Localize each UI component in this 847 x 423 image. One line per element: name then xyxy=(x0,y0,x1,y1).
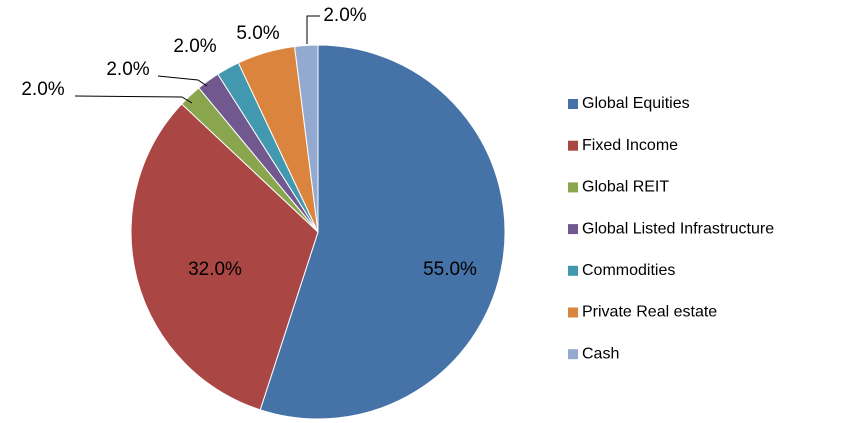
data-label: 2.0% xyxy=(323,5,366,26)
legend-label: Global Listed Infrastructure xyxy=(582,220,774,237)
data-label: 2.0% xyxy=(21,79,64,100)
legend-swatch xyxy=(568,99,578,109)
legend-swatch xyxy=(568,182,578,193)
legend-label: Commodities xyxy=(582,262,675,279)
data-label: 55.0% xyxy=(423,259,477,280)
legend-label: Global Equities xyxy=(582,95,690,112)
pie-slice xyxy=(294,44,319,233)
legend-label: Private Real estate xyxy=(582,304,717,321)
legend-swatch xyxy=(568,140,578,151)
legend-swatch xyxy=(568,224,578,235)
data-label: 2.0% xyxy=(106,59,149,80)
leader-line xyxy=(157,75,208,87)
legend-swatch xyxy=(568,265,578,276)
data-label: 32.0% xyxy=(188,259,242,280)
data-label: 5.0% xyxy=(236,23,279,44)
legend-swatch xyxy=(568,307,578,318)
legend: Global Equities Fixed Income Global REIT Gl… xyxy=(568,95,774,362)
legend-label: Global REIT xyxy=(582,179,669,196)
data-labels: 55.0% 32.0% 2.0% 2.0% 2.0% 5.0% 2.0% xyxy=(21,5,477,280)
legend-label: Cash xyxy=(582,345,619,362)
legend-label: Fixed Income xyxy=(582,137,678,154)
data-label: 2.0% xyxy=(173,36,216,57)
pie-slice xyxy=(130,103,319,411)
leader-line xyxy=(74,95,193,104)
leader-line xyxy=(306,15,320,44)
pie xyxy=(130,44,506,420)
legend-swatch xyxy=(568,349,578,360)
pie-slice xyxy=(259,44,506,420)
